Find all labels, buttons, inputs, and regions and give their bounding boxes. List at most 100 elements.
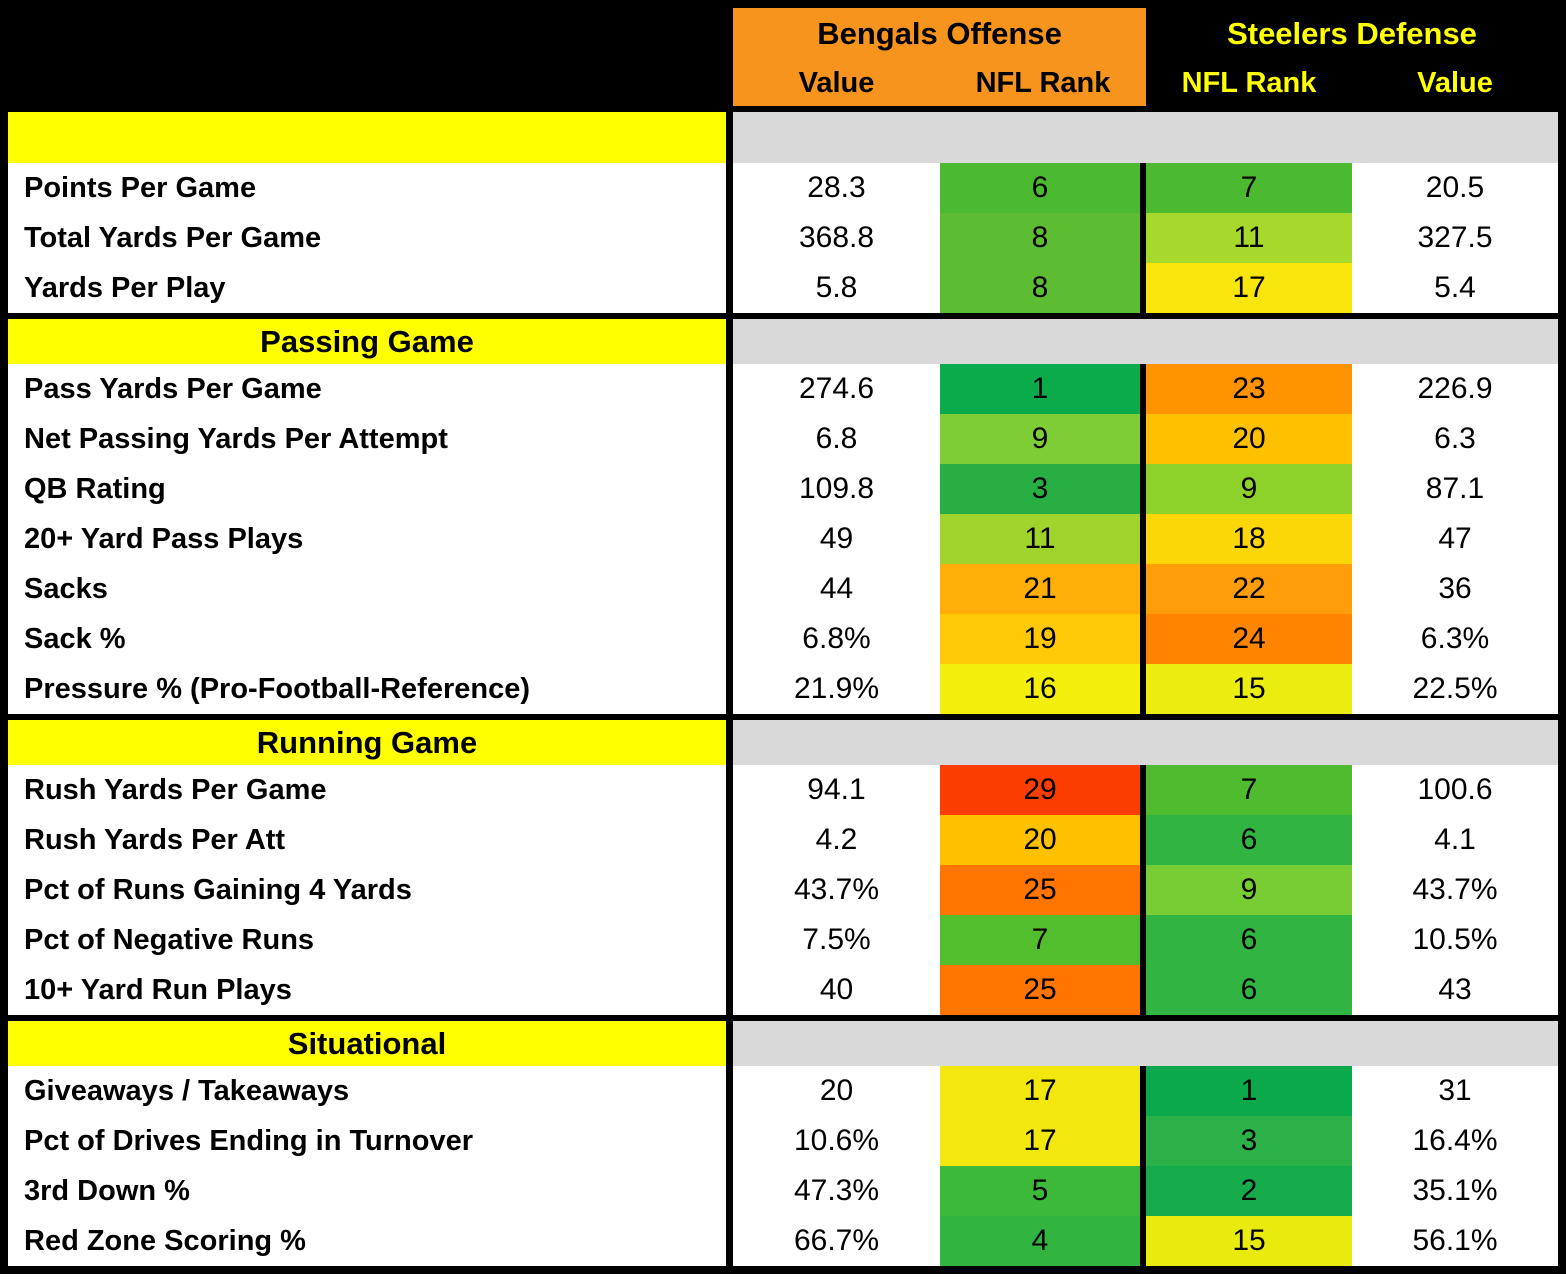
section-fill <box>733 1015 1558 1066</box>
offense-value: 40 <box>733 965 940 1015</box>
offense-value: 28.3 <box>733 163 940 213</box>
offense-rank-cell: 9 <box>940 414 1146 464</box>
stat-label: Sack % <box>8 614 733 664</box>
defense-value: 6.3% <box>1352 614 1558 664</box>
defense-rank-cell: 24 <box>1146 614 1352 664</box>
offense-rank-cell: 11 <box>940 514 1146 564</box>
defense-rank-cell: 6 <box>1146 965 1352 1015</box>
steelers-value-column-header: Value <box>1417 66 1493 99</box>
stat-label: Total Yards Per Game <box>8 213 733 263</box>
offense-value: 10.6% <box>733 1116 940 1166</box>
offense-rank-cell: 5 <box>940 1166 1146 1216</box>
offense-rank-cell: 8 <box>940 213 1146 263</box>
defense-value: 20.5 <box>1352 163 1558 213</box>
defense-rank-cell: 15 <box>1146 664 1352 714</box>
bengals-offense-title: Bengals Offense <box>817 16 1062 51</box>
section-fill <box>733 313 1558 364</box>
stat-label: QB Rating <box>8 464 733 514</box>
defense-value: 226.9 <box>1352 364 1558 414</box>
defense-value: 100.6 <box>1352 765 1558 815</box>
defense-value: 10.5% <box>1352 915 1558 965</box>
defense-rank-cell: 22 <box>1146 564 1352 614</box>
stat-label: Points Per Game <box>8 163 733 213</box>
defense-value: 16.4% <box>1352 1116 1558 1166</box>
defense-value: 87.1 <box>1352 464 1558 514</box>
section-header: Running Game <box>8 714 733 765</box>
offense-rank-cell: 6 <box>940 163 1146 213</box>
defense-value: 43 <box>1352 965 1558 1015</box>
offense-rank-cell: 16 <box>940 664 1146 714</box>
offense-rank-cell: 29 <box>940 765 1146 815</box>
offense-rank-cell: 21 <box>940 564 1146 614</box>
bengals-offense-header: Bengals Offense Value NFL Rank <box>733 8 1146 106</box>
stat-label: Pressure % (Pro-Football-Reference) <box>8 664 733 714</box>
offense-value: 109.8 <box>733 464 940 514</box>
defense-rank-cell: 9 <box>1146 464 1352 514</box>
offense-value: 7.5% <box>733 915 940 965</box>
defense-value: 327.5 <box>1352 213 1558 263</box>
offense-rank-cell: 4 <box>940 1216 1146 1266</box>
offense-value: 5.8 <box>733 263 940 313</box>
offense-value: 6.8% <box>733 614 940 664</box>
defense-value: 4.1 <box>1352 815 1558 865</box>
stat-label: Pass Yards Per Game <box>8 364 733 414</box>
defense-rank-cell: 17 <box>1146 263 1352 313</box>
bengals-nfl-rank-column-header: NFL Rank <box>975 66 1111 99</box>
defense-rank-cell: 20 <box>1146 414 1352 464</box>
offense-value: 274.6 <box>733 364 940 414</box>
defense-rank-cell: 6 <box>1146 815 1352 865</box>
defense-rank-cell: 15 <box>1146 1216 1352 1266</box>
steelers-nfl-rank-column-header: NFL Rank <box>1181 66 1317 99</box>
defense-rank-cell: 1 <box>1146 1066 1352 1116</box>
offense-rank-cell: 25 <box>940 865 1146 915</box>
defense-rank-cell: 9 <box>1146 865 1352 915</box>
offense-rank-cell: 1 <box>940 364 1146 414</box>
defense-rank-cell: 6 <box>1146 915 1352 965</box>
stat-label: Red Zone Scoring % <box>8 1216 733 1266</box>
section-header: Passing Game <box>8 313 733 364</box>
offense-value: 44 <box>733 564 940 614</box>
offense-rank-cell: 8 <box>940 263 1146 313</box>
offense-rank-cell: 3 <box>940 464 1146 514</box>
offense-rank-cell: 25 <box>940 965 1146 1015</box>
stat-label: Rush Yards Per Game <box>8 765 733 815</box>
defense-value: 36 <box>1352 564 1558 614</box>
defense-value: 47 <box>1352 514 1558 564</box>
defense-value: 6.3 <box>1352 414 1558 464</box>
defense-rank-cell: 2 <box>1146 1166 1352 1216</box>
offense-rank-cell: 7 <box>940 915 1146 965</box>
stat-label: 20+ Yard Pass Plays <box>8 514 733 564</box>
defense-value: 22.5% <box>1352 664 1558 714</box>
defense-value: 56.1% <box>1352 1216 1558 1266</box>
section-header <box>8 112 733 163</box>
section-fill <box>733 714 1558 765</box>
offense-value: 43.7% <box>733 865 940 915</box>
defense-value: 31 <box>1352 1066 1558 1116</box>
header-spacer <box>8 0 733 112</box>
defense-rank-cell: 18 <box>1146 514 1352 564</box>
defense-value: 35.1% <box>1352 1166 1558 1216</box>
steelers-defense-header: Steelers Defense NFL Rank Value <box>1146 0 1558 112</box>
stat-label: Net Passing Yards Per Attempt <box>8 414 733 464</box>
offense-rank-cell: 20 <box>940 815 1146 865</box>
offense-value: 66.7% <box>733 1216 940 1266</box>
offense-value: 4.2 <box>733 815 940 865</box>
offense-value: 21.9% <box>733 664 940 714</box>
offense-value: 20 <box>733 1066 940 1116</box>
offense-rank-cell: 17 <box>940 1066 1146 1116</box>
defense-rank-cell: 3 <box>1146 1116 1352 1166</box>
offense-value: 94.1 <box>733 765 940 815</box>
defense-rank-cell: 11 <box>1146 213 1352 263</box>
defense-rank-cell: 23 <box>1146 364 1352 414</box>
section-header: Situational <box>8 1015 733 1066</box>
stat-label: Rush Yards Per Att <box>8 815 733 865</box>
defense-value: 43.7% <box>1352 865 1558 915</box>
offense-value: 47.3% <box>733 1166 940 1216</box>
stat-label: Yards Per Play <box>8 263 733 313</box>
defense-rank-cell: 7 <box>1146 765 1352 815</box>
offense-value: 6.8 <box>733 414 940 464</box>
stat-label: Pct of Drives Ending in Turnover <box>8 1116 733 1166</box>
stat-label: Pct of Negative Runs <box>8 915 733 965</box>
offense-value: 368.8 <box>733 213 940 263</box>
